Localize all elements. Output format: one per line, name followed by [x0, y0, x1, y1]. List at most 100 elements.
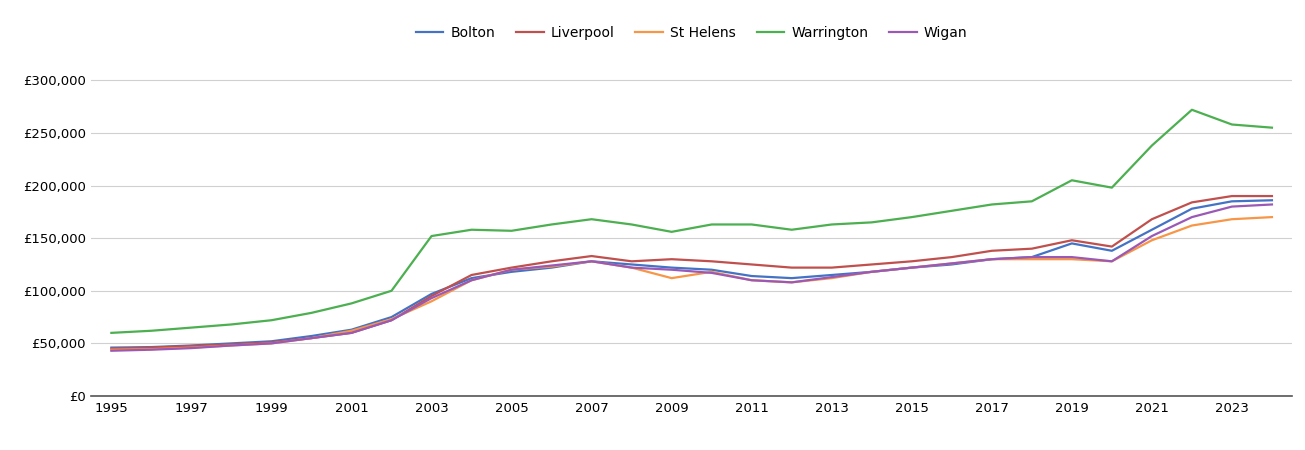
Warrington	[223, 322, 239, 327]
Liverpool	[944, 254, 959, 260]
Wigan	[944, 261, 959, 266]
Liverpool	[304, 335, 320, 341]
Warrington	[504, 228, 519, 234]
Wigan	[343, 330, 359, 336]
Wigan	[1184, 214, 1199, 220]
Warrington	[864, 220, 880, 225]
Wigan	[823, 274, 839, 280]
Line: Wigan: Wigan	[111, 204, 1272, 351]
St Helens	[583, 259, 599, 264]
Liverpool	[1224, 194, 1240, 199]
St Helens	[703, 269, 719, 274]
Bolton	[103, 345, 119, 350]
Bolton	[744, 273, 760, 279]
Warrington	[384, 288, 399, 293]
Liverpool	[744, 262, 760, 267]
Warrington	[264, 318, 279, 323]
St Helens	[304, 335, 320, 341]
St Helens	[1104, 259, 1120, 264]
Bolton	[784, 275, 800, 281]
Warrington	[1144, 143, 1160, 148]
Warrington	[703, 222, 719, 227]
St Helens	[264, 341, 279, 346]
Warrington	[744, 222, 760, 227]
St Helens	[624, 265, 639, 270]
St Helens	[944, 261, 959, 266]
Wigan	[1104, 259, 1120, 264]
Wigan	[1265, 202, 1280, 207]
Warrington	[1184, 107, 1199, 112]
St Helens	[664, 275, 680, 281]
Bolton	[343, 327, 359, 333]
Bolton	[304, 333, 320, 339]
St Helens	[343, 328, 359, 333]
Wigan	[463, 278, 479, 283]
St Helens	[504, 267, 519, 272]
Bolton	[1024, 254, 1040, 260]
Wigan	[864, 269, 880, 274]
Wigan	[103, 348, 119, 353]
Warrington	[583, 216, 599, 222]
Bolton	[504, 269, 519, 274]
Liverpool	[384, 318, 399, 323]
Warrington	[1104, 185, 1120, 190]
Liverpool	[504, 265, 519, 270]
Wigan	[703, 270, 719, 275]
Warrington	[1265, 125, 1280, 130]
St Helens	[1184, 223, 1199, 228]
Liverpool	[1024, 246, 1040, 252]
Bolton	[703, 267, 719, 272]
Wigan	[223, 343, 239, 348]
Wigan	[1064, 254, 1079, 260]
Line: Bolton: Bolton	[111, 200, 1272, 347]
Liverpool	[463, 272, 479, 278]
Wigan	[744, 278, 760, 283]
Line: Warrington: Warrington	[111, 110, 1272, 333]
St Helens	[823, 275, 839, 281]
Bolton	[384, 315, 399, 320]
Bolton	[1184, 206, 1199, 211]
Warrington	[984, 202, 1000, 207]
Liverpool	[103, 346, 119, 351]
Wigan	[304, 335, 320, 341]
St Helens	[784, 279, 800, 285]
Bolton	[984, 256, 1000, 262]
Warrington	[784, 227, 800, 233]
Bolton	[904, 265, 920, 270]
Warrington	[944, 208, 959, 213]
Liverpool	[1064, 238, 1079, 243]
Wigan	[1024, 254, 1040, 260]
Liverpool	[1184, 200, 1199, 205]
Wigan	[1144, 234, 1160, 239]
Liverpool	[904, 259, 920, 264]
Bolton	[583, 259, 599, 264]
Liverpool	[1104, 244, 1120, 249]
St Helens	[904, 265, 920, 270]
St Helens	[1224, 216, 1240, 222]
Wigan	[583, 259, 599, 264]
Wigan	[424, 296, 440, 301]
Bolton	[944, 262, 959, 267]
St Helens	[424, 299, 440, 304]
Warrington	[304, 310, 320, 315]
Warrington	[343, 301, 359, 306]
Bolton	[144, 344, 159, 350]
Legend: Bolton, Liverpool, St Helens, Warrington, Wigan: Bolton, Liverpool, St Helens, Warrington…	[416, 26, 967, 40]
Liverpool	[1265, 194, 1280, 199]
Bolton	[184, 343, 200, 348]
Wigan	[544, 263, 560, 268]
St Helens	[1024, 256, 1040, 262]
St Helens	[103, 347, 119, 352]
Warrington	[144, 328, 159, 333]
Bolton	[624, 262, 639, 267]
Liverpool	[624, 259, 639, 264]
Wigan	[384, 318, 399, 323]
Wigan	[984, 256, 1000, 262]
Warrington	[103, 330, 119, 336]
Warrington	[424, 234, 440, 239]
Bolton	[1064, 241, 1079, 246]
Bolton	[1265, 198, 1280, 203]
Warrington	[1224, 122, 1240, 127]
Warrington	[1024, 198, 1040, 204]
St Helens	[1064, 256, 1079, 262]
